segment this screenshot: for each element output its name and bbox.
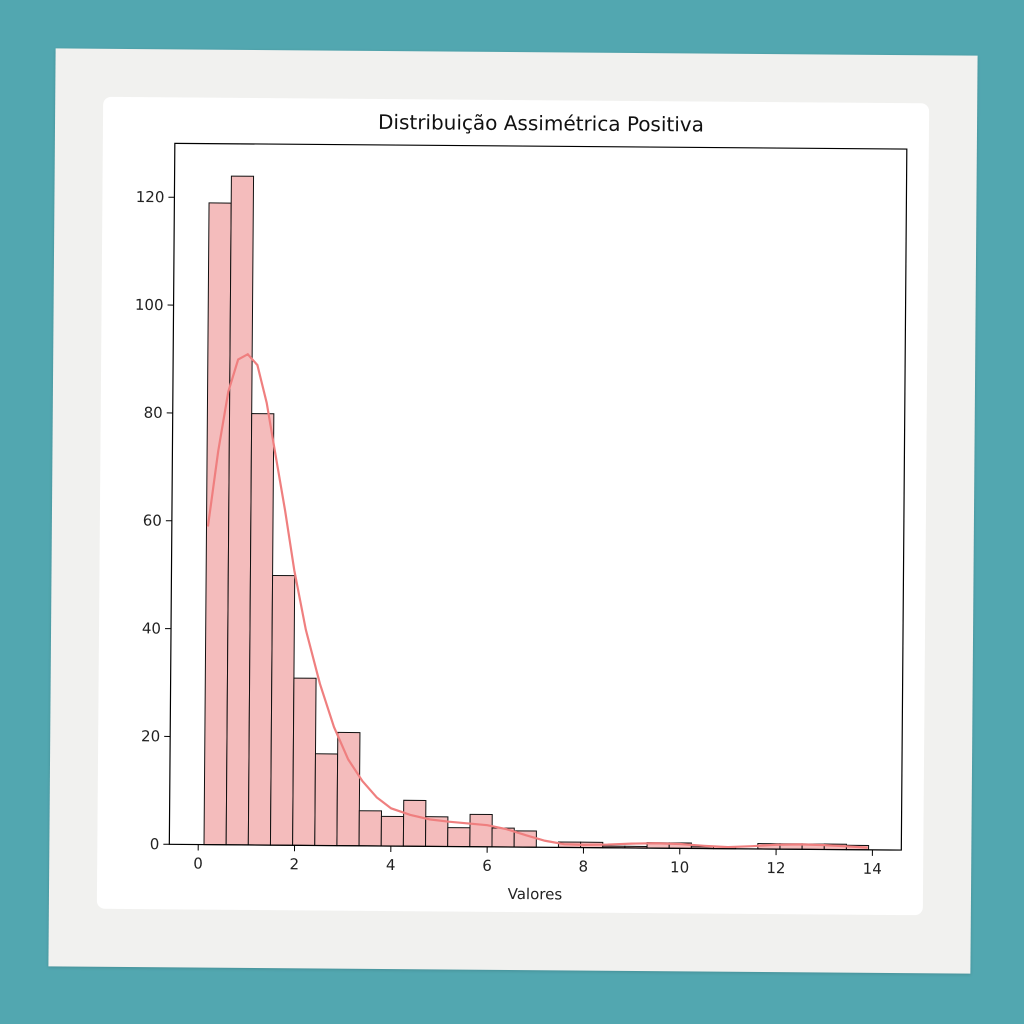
y-axis-ticks: 0 20 40 60 80 100 120 — [135, 188, 175, 853]
y-tick-label: 0 — [150, 835, 160, 853]
x-tick-label: 8 — [578, 858, 588, 876]
histogram-bar — [269, 574, 296, 846]
histogram-bar — [336, 731, 361, 847]
y-tick-label: 120 — [136, 188, 165, 206]
histogram-bar — [314, 753, 339, 847]
kde-curve — [206, 352, 868, 849]
histogram-bar — [447, 827, 471, 848]
x-tick-label: 6 — [482, 857, 492, 875]
chart-card: Distribuição Assimétrica Positiva 0 2 4 6 8 1… — [96, 96, 930, 916]
histogram-bar — [380, 815, 405, 847]
x-tick-label: 12 — [766, 859, 785, 877]
x-tick-label: 2 — [290, 855, 300, 873]
x-axis-label: Valores — [508, 885, 563, 903]
histogram-bar — [358, 810, 382, 847]
histogram-bar — [402, 799, 427, 847]
chart-title: Distribuição Assimétrica Positiva — [378, 110, 704, 137]
y-tick-label: 40 — [142, 619, 161, 637]
x-tick-label: 0 — [193, 855, 203, 873]
x-tick-label: 4 — [386, 856, 396, 874]
y-tick-label: 20 — [141, 727, 160, 745]
histogram-bar — [292, 677, 317, 846]
histogram-bar — [247, 413, 275, 846]
y-tick-label: 60 — [143, 512, 162, 530]
histogram-bar — [469, 813, 493, 848]
y-tick-label: 80 — [144, 404, 163, 422]
histogram-bars — [203, 175, 870, 851]
histogram-chart: Distribuição Assimétrica Positiva 0 2 4 6 8 1… — [135, 110, 908, 903]
axes-frame — [168, 142, 908, 851]
y-tick-label: 100 — [135, 296, 164, 314]
x-tick-label: 14 — [863, 860, 882, 878]
x-tick-label: 10 — [670, 858, 689, 876]
x-axis-ticks: 0 2 4 6 8 10 12 14 — [193, 844, 882, 878]
